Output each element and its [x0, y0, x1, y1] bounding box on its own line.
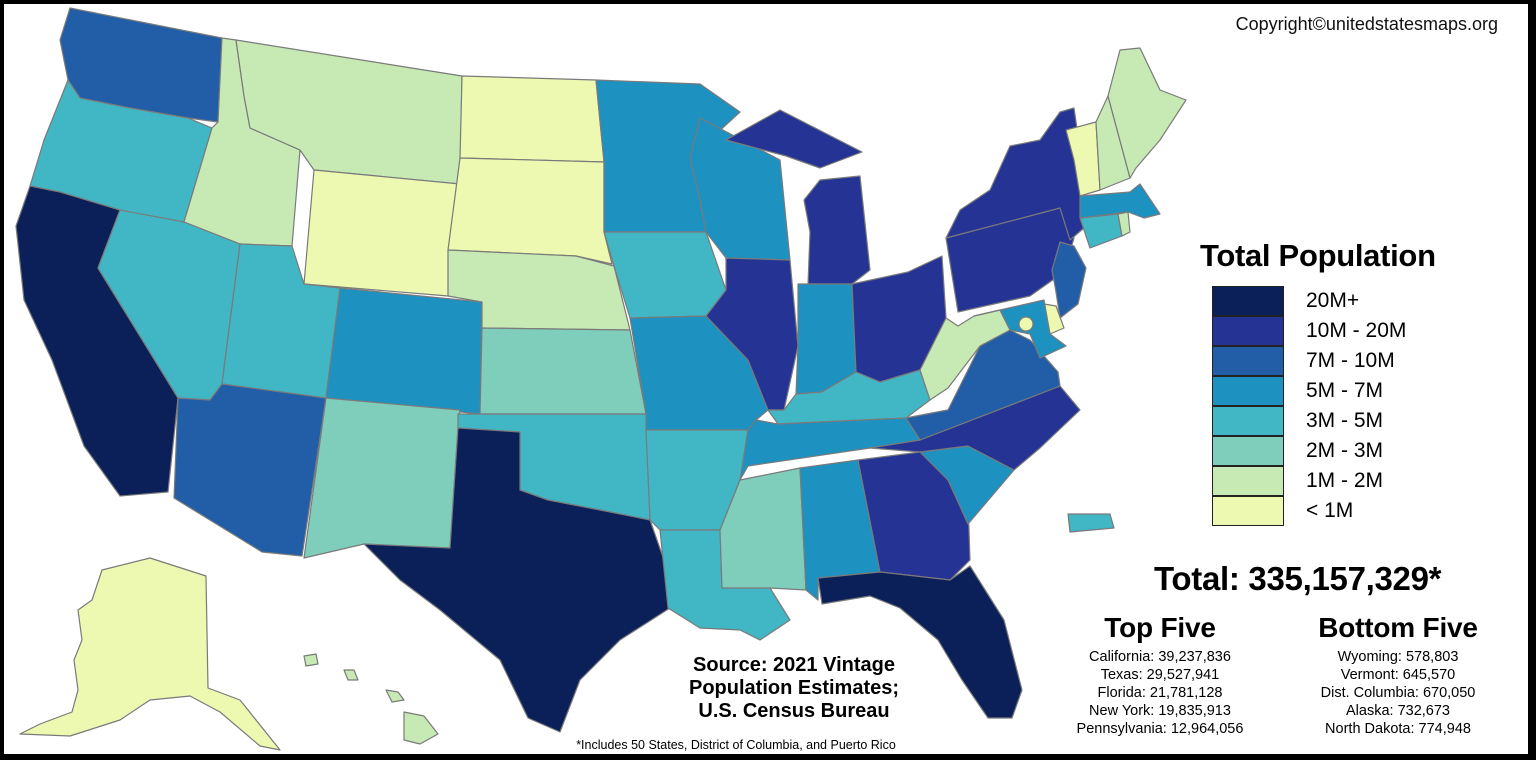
- state-maine[interactable]: [1107, 47, 1187, 179]
- source-line: Source: 2021 Vintage: [693, 654, 895, 676]
- legend-label: 20M+: [1306, 289, 1360, 312]
- district-of-columbia[interactable]: [1018, 316, 1034, 332]
- state-california[interactable]: [15, 185, 179, 497]
- state-hawaii-kauai[interactable]: [303, 653, 319, 667]
- state-hawaii[interactable]: [403, 711, 439, 745]
- legend-label: 5M - 7M: [1306, 379, 1384, 402]
- legend-item: 10M - 20M: [1212, 315, 1407, 346]
- copyright-text: Copyright©unitedstatesmaps.org: [1235, 14, 1498, 34]
- legend-label: 3M - 5M: [1306, 409, 1384, 432]
- state-massachusetts[interactable]: [1079, 183, 1161, 219]
- state-new-jersey[interactable]: [1051, 241, 1087, 319]
- legend-label: 2M - 3M: [1306, 439, 1384, 462]
- state-vermont[interactable]: [1065, 121, 1101, 197]
- list-item: California: 39,237,836: [1089, 649, 1231, 665]
- list-item: Wyoming: 578,803: [1337, 649, 1459, 665]
- top-five-list: Top Five California: 39,237,836 Texas: 2…: [1040, 612, 1280, 738]
- legend-swatch: [1212, 285, 1284, 316]
- state-hawaii-maui[interactable]: [385, 689, 405, 703]
- territory-puerto-rico[interactable]: [1067, 513, 1115, 533]
- legend-swatch: [1212, 465, 1284, 496]
- source-caption: Source: 2021 Vintage Population Estimate…: [644, 654, 944, 723]
- state-south-dakota[interactable]: [447, 157, 613, 265]
- state-wyoming[interactable]: [303, 169, 461, 297]
- top-five-title: Top Five: [1104, 612, 1216, 643]
- list-item: Texas: 29,527,941: [1100, 667, 1220, 683]
- legend-label: < 1M: [1306, 499, 1354, 522]
- legend-label: 1M - 2M: [1306, 469, 1384, 492]
- state-kentucky[interactable]: [767, 369, 931, 425]
- map-frame: Copyright©unitedstatesmaps.org Total Pop…: [4, 4, 1528, 754]
- legend-item: 7M - 10M: [1212, 345, 1406, 376]
- source-line: U.S. Census Bureau: [698, 700, 890, 722]
- legend-item: 3M - 5M: [1212, 405, 1406, 436]
- state-kansas[interactable]: [479, 327, 647, 415]
- state-wisconsin[interactable]: [689, 117, 791, 261]
- legend-title: Total Population: [1200, 238, 1436, 273]
- total-population: Total: 335,157,329*: [1154, 560, 1442, 597]
- legend-item: < 1M: [1212, 495, 1406, 526]
- list-item: Vermont: 645,570: [1340, 667, 1456, 683]
- list-item: Florida: 21,781,128: [1097, 685, 1223, 701]
- state-michigan[interactable]: [803, 175, 871, 285]
- state-maryland[interactable]: [973, 299, 1067, 359]
- source-line: Population Estimates;: [688, 677, 900, 699]
- legend-label: 10M - 20M: [1306, 319, 1407, 342]
- legend-item: 2M - 3M: [1212, 435, 1406, 466]
- legend-item: 5M - 7M: [1212, 375, 1406, 406]
- legend-swatch: [1212, 405, 1284, 436]
- state-new-mexico[interactable]: [303, 397, 461, 559]
- state-connecticut[interactable]: [1079, 213, 1123, 249]
- bottom-five-title: Bottom Five: [1318, 612, 1478, 643]
- list-item: North Dakota: 774,948: [1325, 721, 1471, 737]
- legend-swatch: [1212, 435, 1284, 466]
- legend-swatch: [1212, 345, 1284, 376]
- state-alaska[interactable]: [19, 557, 281, 751]
- legend-item: 20M+: [1212, 285, 1406, 316]
- bottom-five-list: Bottom Five Wyoming: 578,803 Vermont: 64…: [1278, 612, 1518, 738]
- list-item: New York: 19,835,913: [1089, 703, 1231, 719]
- state-north-dakota[interactable]: [459, 75, 605, 163]
- legend-swatch: [1212, 495, 1284, 526]
- list-item: Dist. Columbia: 670,050: [1320, 685, 1476, 701]
- footnote: *Includes 50 States, District of Columbi…: [576, 738, 896, 752]
- state-florida[interactable]: [817, 565, 1023, 719]
- legend-item: 1M - 2M: [1212, 465, 1406, 496]
- state-michigan-up[interactable]: [725, 109, 863, 169]
- state-texas[interactable]: [363, 427, 671, 733]
- list-item: Alaska: 732,673: [1346, 703, 1450, 719]
- list-item: Pennsylvania: 12,964,056: [1076, 721, 1244, 737]
- legend-swatch: [1212, 315, 1284, 346]
- state-arizona[interactable]: [173, 383, 327, 557]
- state-hawaii-oahu[interactable]: [343, 669, 359, 681]
- state-virginia[interactable]: [905, 329, 1061, 441]
- us-population-map: [15, 7, 1187, 751]
- state-colorado[interactable]: [325, 287, 483, 415]
- legend-swatch: [1212, 375, 1284, 406]
- legend: 20M+ 10M - 20M 7M - 10M 5M - 7M 3M - 5M …: [1212, 285, 1407, 526]
- legend-label: 7M - 10M: [1306, 349, 1395, 372]
